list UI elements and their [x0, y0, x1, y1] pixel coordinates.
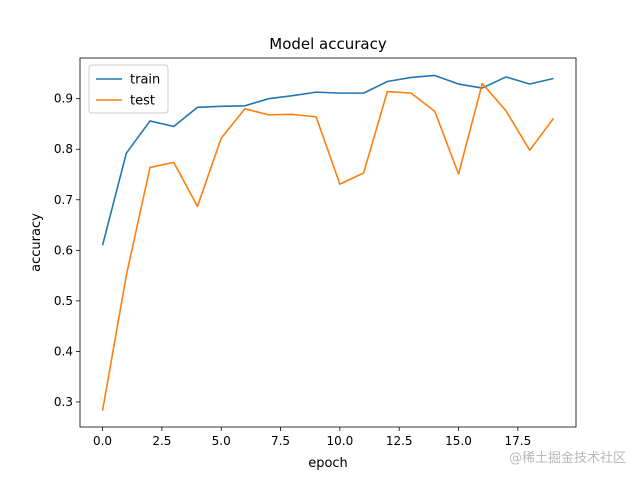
y-tick-label: 0.6 [54, 243, 73, 257]
x-tick-label: 12.5 [386, 434, 413, 448]
legend: train test [88, 64, 169, 114]
x-tick-label: 2.5 [152, 434, 171, 448]
x-tick-label: 17.5 [504, 434, 531, 448]
x-tick-label: 10.0 [327, 434, 354, 448]
y-tick-label: 0.3 [54, 395, 73, 409]
watermark-text: @稀土掘金技术社区 [508, 451, 626, 466]
y-tick-label: 0.8 [54, 142, 73, 156]
legend-label-train: train [130, 73, 160, 88]
x-tick-label: 7.5 [271, 434, 290, 448]
chart-title: Model accuracy [269, 35, 387, 53]
y-tick-label: 0.4 [54, 344, 73, 358]
plot-frame [79, 57, 577, 428]
y-axis: 0.3 0.4 0.5 0.6 0.7 0.8 0.9 [54, 92, 80, 409]
series-line-test [101, 82, 555, 411]
x-tick-label: 5.0 [212, 434, 231, 448]
legend-box [88, 64, 169, 114]
series-line-train [101, 74, 554, 246]
y-tick-label: 0.5 [54, 294, 73, 308]
x-tick-label: 15.0 [445, 434, 472, 448]
plot-area [101, 74, 555, 411]
y-tick-label: 0.9 [54, 92, 73, 106]
x-axis: 0.0 2.5 5.0 7.5 10.0 12.5 15.0 17.5 [93, 427, 531, 448]
x-axis-label: epoch [308, 456, 348, 471]
y-axis-label: accuracy [29, 213, 44, 272]
x-tick-label: 0.0 [93, 434, 112, 448]
legend-label-test: test [130, 94, 155, 109]
y-tick-label: 0.7 [54, 193, 73, 207]
